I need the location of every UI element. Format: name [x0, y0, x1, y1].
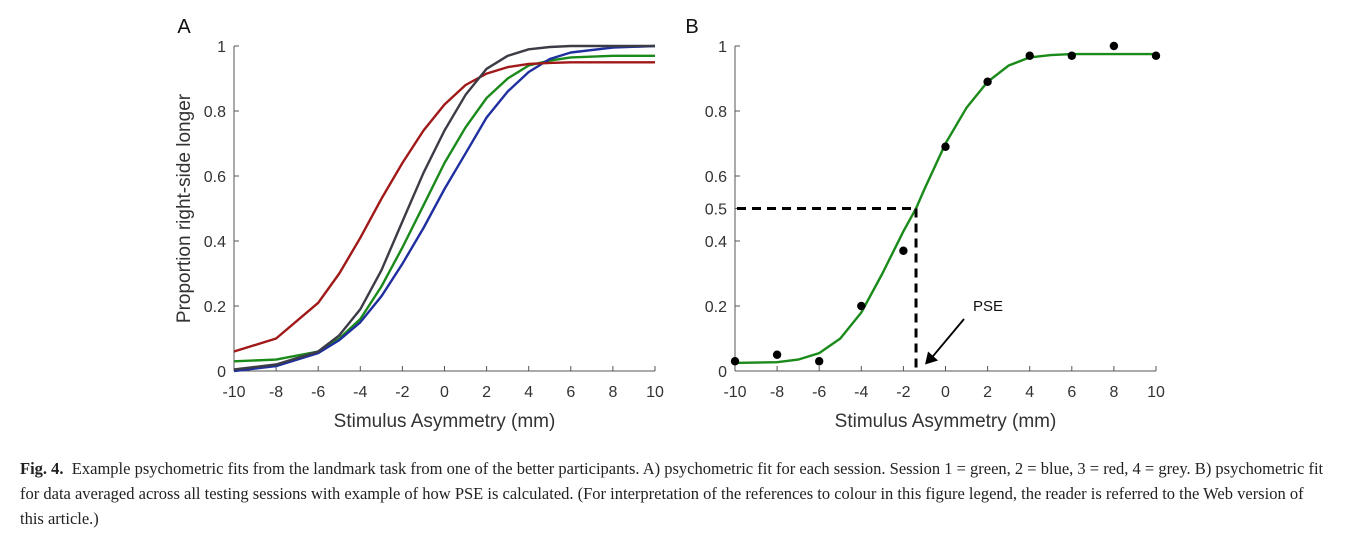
x-tick-label: 4 [524, 384, 533, 401]
data-point [899, 246, 908, 255]
data-point [772, 350, 782, 359]
x-tick-label: -6 [311, 384, 325, 401]
pse-arrow-shaft [930, 318, 965, 360]
figure-caption: Fig. 4. Example psychometric fits from t… [20, 456, 1325, 531]
data-point [730, 357, 740, 366]
series-line [233, 44, 655, 371]
y-tick-label: 1 [217, 39, 226, 56]
panel-a: -10 -8 -6 -4 -2 0 2 4 6 8 10 0 0.2 0.4 0.6 0.8 1 Stimulus… [174, 16, 664, 432]
y-tick-label: 0.2 [204, 299, 226, 316]
y-axis-title: Proportion right-side longer [174, 93, 195, 323]
y-tick-label: 1 [718, 39, 727, 56]
x-axis-title: Stimulus Asymmetry (mm) [334, 411, 556, 432]
x-tick-label: 4 [1025, 384, 1034, 401]
data-point [1109, 41, 1119, 51]
series-line [233, 54, 655, 363]
x-tick-label: -8 [269, 384, 283, 401]
x-tick-label: -2 [896, 384, 910, 401]
series-line [233, 61, 655, 353]
y-tick-label: 0 [718, 364, 727, 381]
data-point [983, 77, 992, 86]
y-tick-label: 0.6 [705, 169, 727, 186]
figure: -10 -8 -6 -4 -2 0 2 4 6 8 1000.20.40.60.81Stimulus… [174, 16, 1165, 432]
caption-text: Example psychometric fits from the landm… [20, 459, 1324, 528]
x-tick-label: 10 [646, 384, 664, 401]
x-tick-label: 2 [983, 384, 992, 401]
x-tick-label: 8 [608, 384, 617, 401]
y-tick-label: 0.5 [705, 202, 727, 219]
x-tick-label: -6 [812, 384, 826, 401]
data-point [941, 142, 950, 151]
pse-arrow-head [925, 351, 939, 365]
x-tick-label: 8 [1109, 384, 1118, 401]
x-tick-label: -8 [770, 384, 784, 401]
pse-label: PSE [973, 298, 1003, 315]
data-point [1151, 51, 1161, 60]
x-tick-label: 0 [440, 384, 449, 401]
x-tick-label: 6 [566, 384, 575, 401]
y-tick-label: 0.2 [705, 299, 727, 316]
y-tick-label: 0 [217, 364, 226, 381]
panel-b: -10 -8 -6 -4 -2 0 2 4 6 8 10 0 0.2 0.4 0.5 0.6 0.8 1 Stimu… [685, 16, 1165, 432]
series-line [233, 44, 656, 373]
panel-label: A [177, 16, 191, 38]
x-tick-label: -4 [854, 384, 868, 401]
x-tick-label: 10 [1147, 384, 1165, 401]
data-point [815, 357, 824, 366]
x-tick-label: -10 [222, 384, 245, 401]
y-tick-label: 0.6 [204, 169, 226, 186]
x-tick-label: 2 [482, 384, 491, 401]
x-tick-label: -10 [723, 384, 746, 401]
x-tick-label: 6 [1067, 384, 1076, 401]
y-tick-label: 0.8 [204, 104, 226, 121]
x-tick-label: -4 [353, 384, 367, 401]
data-point [1067, 51, 1077, 60]
data-point [1025, 51, 1034, 60]
data-point [857, 301, 866, 311]
caption-label: Fig. 4. [20, 459, 64, 478]
x-tick-label: -2 [395, 384, 409, 401]
fit-line [734, 52, 1156, 365]
x-tick-label: 0 [941, 384, 950, 401]
panel-label: B [685, 16, 698, 38]
x-axis-title: Stimulus Asymmetry (mm) [835, 411, 1057, 432]
y-tick-label: 0.4 [705, 234, 727, 251]
y-tick-label: 0.8 [705, 104, 727, 121]
y-tick-label: 0.4 [204, 234, 226, 251]
